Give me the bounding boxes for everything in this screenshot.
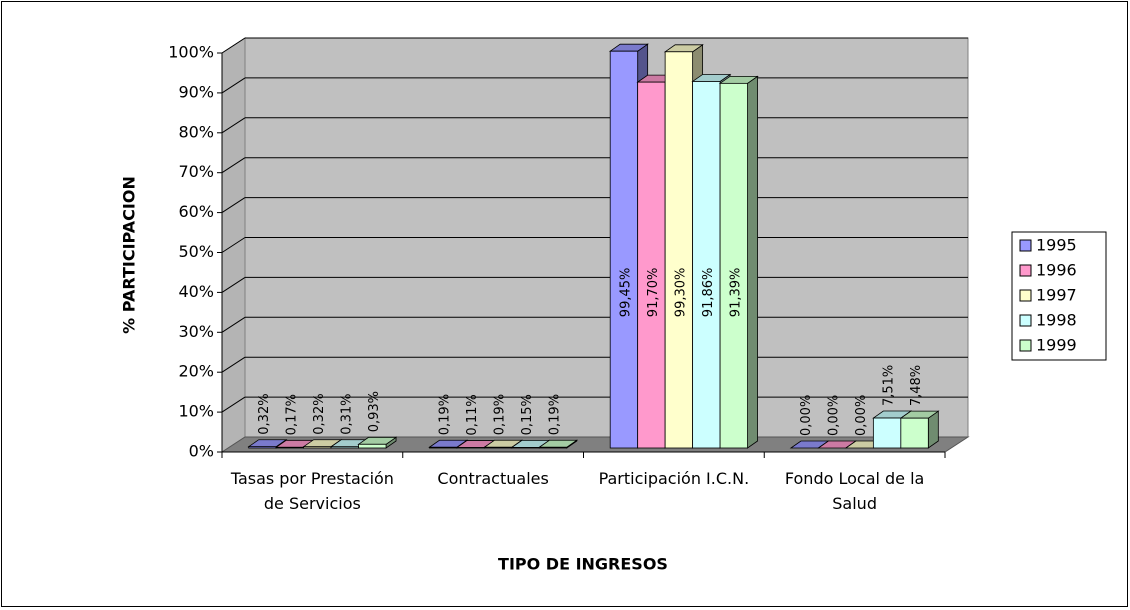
legend-swatch <box>1019 289 1032 302</box>
grid-line <box>221 276 246 293</box>
bar <box>303 446 332 449</box>
bar <box>719 82 748 449</box>
bar <box>664 51 694 449</box>
y-tick-label: 40% <box>178 282 214 301</box>
value-label: 91,39% <box>728 268 743 318</box>
value-label: 0,32% <box>312 393 327 434</box>
bar <box>637 81 666 449</box>
value-label: 0,00% <box>799 395 814 436</box>
legend-label: 1999 <box>1036 336 1077 355</box>
x-tick-label: Fondo Local de la Salud <box>784 469 925 513</box>
legend-label: 1998 <box>1036 311 1077 330</box>
bar <box>511 447 540 449</box>
y-tick-label: 10% <box>178 402 214 421</box>
y-tick-label: 30% <box>178 322 214 341</box>
legend-swatch <box>1019 264 1032 277</box>
value-label: 99,30% <box>673 268 688 318</box>
bar <box>872 417 902 449</box>
bar <box>609 50 639 449</box>
bar <box>275 446 305 449</box>
y-tick-label: 70% <box>178 162 214 181</box>
legend-swatch <box>1019 239 1032 252</box>
y-tick-label: 0% <box>189 442 214 461</box>
value-label: 0,19% <box>493 394 508 435</box>
value-label: 0,00% <box>854 395 869 436</box>
value-label: 0,31% <box>339 393 354 434</box>
bar <box>330 446 359 449</box>
x-tick-label: Tasas por Prestación de Servicios <box>230 469 394 513</box>
grid-line <box>221 157 246 174</box>
legend-label: 1997 <box>1036 286 1077 305</box>
value-label: 0,32% <box>257 393 272 434</box>
value-label: 99,45% <box>618 268 633 318</box>
y-tick-label: 20% <box>178 362 214 381</box>
y-tick-label: 90% <box>178 82 214 101</box>
bar <box>483 446 513 449</box>
bar <box>248 446 277 449</box>
grid-line <box>221 356 246 373</box>
bar <box>692 81 721 449</box>
value-label: 0,19% <box>438 394 453 435</box>
value-label: 0,00% <box>827 395 842 436</box>
value-label: 0,93% <box>367 391 382 432</box>
y-tick-label: 100% <box>168 43 214 62</box>
grid-line <box>221 316 246 333</box>
bar <box>538 446 568 449</box>
value-label: 0,15% <box>520 394 535 435</box>
x-tick-label: Contractuales <box>437 469 549 488</box>
value-label: 0,19% <box>548 394 563 435</box>
grid-line <box>221 37 246 54</box>
legend-swatch <box>1019 314 1032 327</box>
y-tick-label: 60% <box>178 202 214 221</box>
bar <box>358 443 387 449</box>
grid-line <box>221 396 246 413</box>
x-tick-label: Participación I.C.N. <box>598 469 750 488</box>
value-label: 91,86% <box>701 268 716 318</box>
y-tick-label: 80% <box>178 122 214 141</box>
bar <box>900 417 929 449</box>
value-label: 7,48% <box>909 365 924 406</box>
grid-line <box>221 197 246 214</box>
value-label: 7,51% <box>882 365 897 406</box>
legend-label: 1995 <box>1036 236 1077 255</box>
value-label: 91,70% <box>646 268 661 318</box>
bar <box>429 446 458 449</box>
value-label: 0,17% <box>284 394 299 435</box>
legend-swatch <box>1019 339 1032 352</box>
y-tick-label: 50% <box>178 242 214 261</box>
y-axis-title: % PARTICIPACION <box>120 176 139 334</box>
x-axis-title: TIPO DE INGRESOS <box>498 555 668 574</box>
grid-line <box>221 77 246 94</box>
grid-line <box>221 117 246 134</box>
grid-line <box>221 237 246 253</box>
bar-side <box>747 75 758 449</box>
legend-label: 1996 <box>1036 261 1077 280</box>
value-label: 0,11% <box>465 394 480 435</box>
